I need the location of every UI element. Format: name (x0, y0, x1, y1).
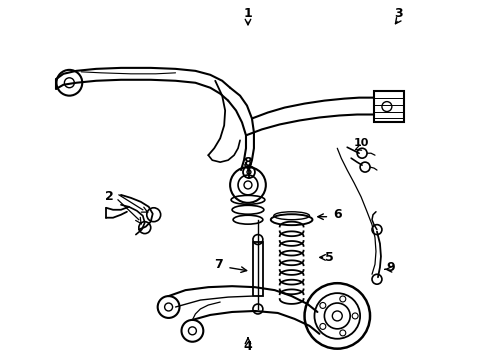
Text: 4: 4 (244, 340, 252, 353)
Text: 9: 9 (387, 261, 395, 274)
Text: 7: 7 (214, 258, 222, 271)
Text: 3: 3 (394, 7, 403, 20)
Text: 2: 2 (105, 190, 113, 203)
Text: 8: 8 (244, 156, 252, 168)
Text: 6: 6 (333, 208, 342, 221)
Text: 10: 10 (353, 138, 369, 148)
Text: 5: 5 (325, 251, 334, 264)
Text: 1: 1 (244, 7, 252, 20)
